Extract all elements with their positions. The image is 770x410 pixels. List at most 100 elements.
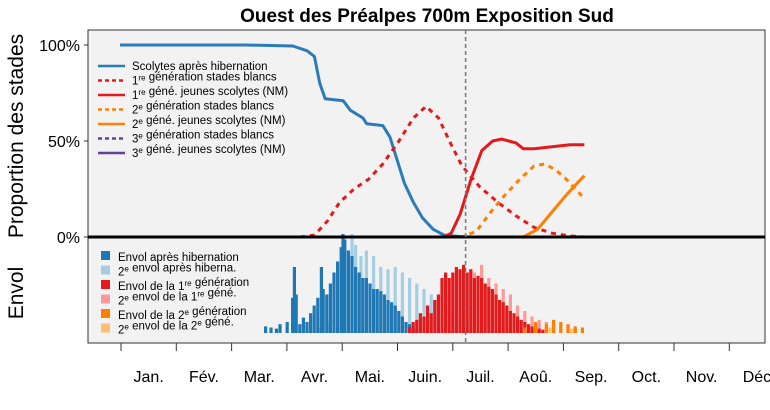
bar-envol-1re [541,329,545,333]
bar-envol-1re [426,305,430,333]
legend-bar-swatch [101,309,110,318]
bar-envol-1re [462,264,466,333]
bar-2e-envol-2e [548,327,552,333]
bar-envol-1re [480,278,484,333]
legend-label: Envol de la 2e génération [118,306,247,322]
flight-bars [264,234,584,333]
bar-envol-hibernation [301,317,305,333]
bar-envol-1re [444,272,448,333]
legend-bar-swatch [101,251,110,260]
legend-bar-swatch [101,280,110,289]
bar-envol-hibernation [368,283,372,333]
x-tick-label: Juil. [466,369,494,386]
bar-envol-1re [472,278,476,333]
bar-2e-envol-2e [570,328,574,333]
x-tick-label: Déc [743,369,770,386]
x-tick-label: Nov. [686,369,718,386]
legend-label: 2e envol de la 1re géné. [118,288,236,308]
bar-envol-hibernation [336,261,340,333]
bar-2e-envol-hibernation [415,283,419,333]
x-tick-label: Mai. [355,369,385,386]
bar-envol-1re [537,328,541,333]
y-axis-label-bottom: Envol [5,267,28,320]
bar-envol-hibernation [321,289,325,333]
bar-envol-hibernation [278,324,282,333]
bar-envol-1re [530,326,534,333]
bar-envol-1re [465,272,469,333]
legend-bar-swatch [101,323,110,333]
plot-area [87,29,766,344]
bar-envol-1re [422,316,426,333]
chart-title: Ouest des Préalpes 700m Exposition Sud [240,6,614,27]
bar-envol-hibernation [264,326,268,333]
x-tick-label: Avr. [301,369,328,386]
series-line-1 [120,43,466,239]
legend-label: 2e géné. jeunes scolytes (NM) [132,115,286,131]
y-tick-label: 0% [57,230,80,247]
bar-2e-envol-hibernation [393,267,397,333]
bar-envol-1re [454,267,458,333]
legend-label: 3e géné. jeunes scolytes (NM) [132,144,286,160]
bar-envol-hibernation [364,278,368,333]
x-tick-label: Juin. [408,369,442,386]
bar-envol-hibernation [386,300,390,333]
bar-envol-hibernation [390,302,394,333]
bar-envol-1re [508,311,512,333]
bar-envol-hibernation [328,283,332,333]
bar-envol-hibernation [316,297,320,333]
bar-envol-hibernation [379,291,383,333]
bar-envol-hibernation [361,278,365,333]
bar-2e-envol-hibernation [400,272,404,333]
legend-bar-swatch [101,265,110,275]
legend-label: 1re géné. jeunes scolytes (NM) [132,86,288,102]
bar-envol-hibernation [354,267,358,333]
legend-label: Scolytes après hibernation [132,61,268,73]
bar-envol-1re [490,289,494,333]
bar-2e-envol-hibernation [327,322,331,333]
bar-envol-2e [544,324,548,333]
bar-envol-1re [411,322,415,333]
bar-2e-envol-1re [537,319,541,333]
bar-envol-hibernation [393,305,397,333]
legend-label: 3e génération stades blancs [132,130,274,146]
bar-envol-1re [408,327,412,333]
bar-2e-envol-1re [530,316,534,333]
bar-envol-hibernation [372,289,376,333]
bar-envol-hibernation [382,294,386,333]
bar-envol-hibernation [319,267,323,333]
bar-envol-1re [458,269,462,333]
bar-envol-hibernation [375,289,379,333]
bar-envol-hibernation [357,272,361,333]
bar-envol-2e [552,319,556,333]
legend-label: Envol après hibernation [118,252,239,264]
bar-envol-hibernation [269,327,273,333]
bar-envol-hibernation [400,316,404,333]
bar-envol-1re [512,313,516,333]
bar-envol-hibernation [312,305,316,333]
x-tick-label: Mar. [244,369,275,386]
bar-envol-1re [483,283,487,333]
y-tick-label: 100% [39,38,80,55]
bar-envol-1re [487,286,491,333]
bar-envol-2e [580,327,584,333]
y-tick-label: 50% [48,134,80,151]
bar-envol-hibernation [343,239,347,333]
bar-envol-hibernation [305,322,309,333]
series-line-2 [120,104,585,239]
bar-envol-1re [469,269,473,333]
bar-envol-2e [523,327,527,333]
legend-label: 2e génération stades blancs [132,101,274,117]
y-axis-label-top: Proportion des stades [5,34,28,238]
bar-2e-envol-hibernation [422,289,426,333]
bar-envol-1re [476,275,480,333]
bar-envol-hibernation [350,256,354,333]
x-tick-label: Sep. [575,369,608,386]
bar-envol-2e [566,324,570,333]
legend-label: 1re génération stades blancs [132,72,277,88]
bar-envol-1re [418,313,422,333]
bar-envol-hibernation [339,247,343,333]
bar-envol-hibernation [294,294,298,333]
x-tick-label: Jan. [134,369,164,386]
bar-envol-2e [534,322,538,333]
